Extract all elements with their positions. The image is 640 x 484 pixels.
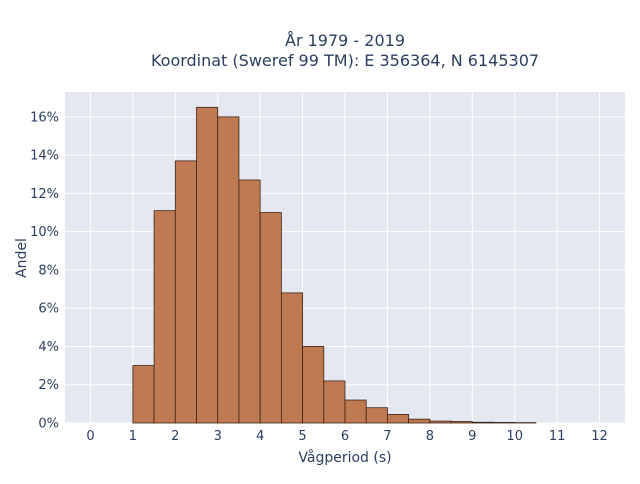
x-tick-label: 3 <box>214 429 222 444</box>
chart-title-line-1: År 1979 - 2019 <box>285 31 405 50</box>
histogram-bar <box>154 211 175 423</box>
x-axis-label: Vågperiod (s) <box>298 449 391 466</box>
x-tick-label: 9 <box>468 429 476 444</box>
histogram-bar <box>324 381 345 423</box>
histogram-bar <box>472 422 493 423</box>
x-tick-label: 4 <box>256 429 264 444</box>
y-axis-ticks: 0% 2% 4% 6% 8% 10% 12% 14% 16% <box>30 110 59 431</box>
histogram-bar <box>133 366 154 423</box>
y-axis-label: Andel <box>14 238 30 278</box>
y-tick-label: 6% <box>38 302 59 317</box>
x-tick-label: 6 <box>341 429 349 444</box>
x-tick-label: 5 <box>298 429 306 444</box>
histogram-bar <box>260 213 281 423</box>
histogram-bar <box>239 180 260 423</box>
chart-title-line-2: Koordinat (Sweref 99 TM): E 356364, N 61… <box>151 51 539 70</box>
y-tick-label: 10% <box>30 225 59 240</box>
histogram-bar <box>366 408 387 423</box>
x-tick-label: 0 <box>86 429 94 444</box>
x-tick-label: 11 <box>549 429 566 444</box>
x-tick-label: 10 <box>506 429 523 444</box>
histogram-bar <box>175 161 196 423</box>
x-tick-label: 2 <box>171 429 179 444</box>
x-tick-label: 7 <box>383 429 391 444</box>
y-tick-label: 2% <box>38 378 59 393</box>
histogram-bar <box>303 346 324 423</box>
histogram-bar <box>345 400 366 423</box>
x-tick-label: 12 <box>591 429 608 444</box>
y-tick-label: 0% <box>38 417 59 432</box>
histogram-bar <box>197 107 218 423</box>
y-tick-label: 8% <box>38 263 59 278</box>
x-tick-label: 1 <box>129 429 137 444</box>
x-tick-label: 8 <box>426 429 434 444</box>
histogram-bar <box>493 422 514 423</box>
histogram-bar <box>451 421 472 423</box>
histogram-bar <box>430 421 451 423</box>
histogram-bar <box>281 293 302 423</box>
y-tick-label: 14% <box>30 149 59 164</box>
histogram-bar <box>387 414 408 423</box>
y-tick-label: 4% <box>38 340 59 355</box>
histogram-bar <box>409 419 430 423</box>
histogram-bar <box>218 117 239 423</box>
y-tick-label: 16% <box>30 110 59 125</box>
y-tick-label: 12% <box>30 187 59 202</box>
